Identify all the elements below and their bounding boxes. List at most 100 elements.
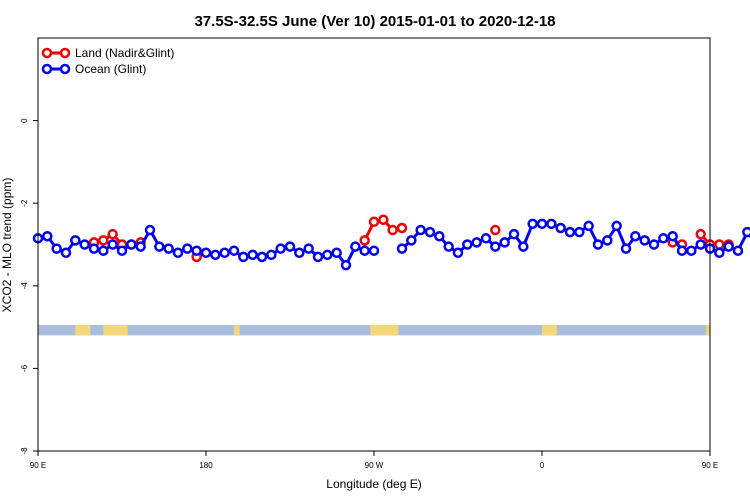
legend-marker: [41, 63, 53, 75]
x-tick-label: 0: [540, 461, 545, 470]
data-point: [471, 237, 482, 248]
data-point: [247, 249, 258, 261]
y-tick-label: -8: [20, 447, 29, 455]
data-point: [518, 241, 529, 252]
data-point: [527, 218, 538, 230]
legend-label: Land (Nadir&Glint): [75, 46, 174, 60]
x-axis: 90 E 180 90 W 0 90 E: [30, 451, 718, 470]
data-point: [714, 239, 725, 250]
data-point: [648, 239, 660, 250]
data-point: [555, 222, 566, 234]
data-point: [135, 241, 146, 252]
land-patch: [103, 325, 128, 336]
data-point: [359, 235, 370, 246]
data-point: [107, 228, 118, 240]
land-patch: [234, 325, 240, 336]
data-point: [200, 247, 212, 259]
data-point: [172, 247, 184, 259]
data-point: [406, 235, 417, 246]
data-point: [70, 235, 81, 246]
data-point: [387, 224, 398, 236]
data-point: [658, 233, 669, 244]
data-point: [396, 222, 408, 234]
land-patch: [542, 325, 557, 336]
data-point: [611, 220, 622, 232]
data-point: [359, 245, 370, 256]
x-tick-label: 180: [199, 461, 213, 470]
data-point: [686, 245, 697, 256]
data-point: [266, 249, 277, 261]
legend-label: Ocean (Glint): [75, 62, 146, 76]
data-point: [639, 235, 650, 246]
data-point: [294, 247, 305, 259]
data-point: [508, 228, 520, 240]
data-point: [219, 247, 230, 259]
land-patch: [370, 325, 399, 336]
data-point: [163, 243, 174, 254]
data-point: [126, 239, 137, 250]
data-point: [424, 226, 436, 238]
data-point: [191, 245, 202, 256]
series-layer: [32, 214, 750, 271]
data-point: [42, 230, 53, 242]
data-point: [350, 241, 361, 252]
data-point: [546, 218, 557, 230]
x-tick-label: 90 W: [365, 461, 384, 470]
data-point: [368, 216, 380, 228]
series-1: [32, 218, 750, 271]
data-point: [592, 239, 604, 250]
legend-marker: [41, 47, 53, 59]
x-tick-label: 90 E: [30, 461, 46, 470]
data-point: [116, 245, 128, 256]
data-point: [490, 224, 501, 236]
data-point: [322, 249, 333, 261]
data-point: [620, 243, 632, 254]
data-point: [182, 243, 193, 254]
legend: Land (Nadir&Glint) Ocean (Glint): [41, 46, 174, 76]
legend-marker: [59, 63, 71, 75]
data-point: [732, 245, 744, 256]
data-point: [676, 245, 688, 256]
data-point: [228, 245, 240, 256]
data-point: [452, 247, 464, 259]
legend-marker: [59, 47, 71, 59]
y-axis-label: XCO2 - MLO trend (ppm): [0, 178, 14, 313]
data-point: [499, 237, 510, 248]
data-point: [378, 214, 389, 225]
data-point: [340, 259, 352, 271]
data-point: [602, 235, 613, 246]
data-point: [154, 241, 165, 252]
data-point: [714, 247, 725, 259]
data-point: [144, 224, 156, 236]
data-point: [490, 241, 501, 252]
chart-title: 37.5S-32.5S June (Ver 10) 2015-01-01 to …: [194, 13, 555, 30]
x-axis-label: Longitude (deg E): [326, 477, 421, 491]
data-point: [368, 245, 380, 256]
data-point: [256, 251, 268, 263]
data-point: [462, 239, 473, 250]
data-point: [312, 251, 324, 263]
data-point: [210, 249, 221, 261]
data-point: [107, 239, 118, 250]
data-point: [396, 243, 408, 254]
y-tick-label: -2: [20, 199, 29, 207]
y-axis: 0 -2 -4 -6 -8: [20, 118, 38, 455]
data-point: [331, 247, 342, 259]
data-point: [667, 230, 678, 242]
data-point: [564, 226, 576, 238]
data-point: [630, 230, 641, 242]
data-point: [60, 247, 72, 259]
data-point: [415, 224, 426, 236]
data-point: [742, 226, 750, 238]
data-point: [303, 243, 314, 254]
data-point: [88, 243, 100, 254]
data-point: [434, 230, 445, 242]
data-point: [275, 243, 286, 254]
data-point: [536, 218, 548, 230]
data-point: [51, 243, 62, 254]
land-patch: [75, 325, 91, 336]
land-patch: [706, 325, 710, 336]
data-point: [98, 245, 109, 256]
x-tick-label: 90 E: [702, 461, 718, 470]
